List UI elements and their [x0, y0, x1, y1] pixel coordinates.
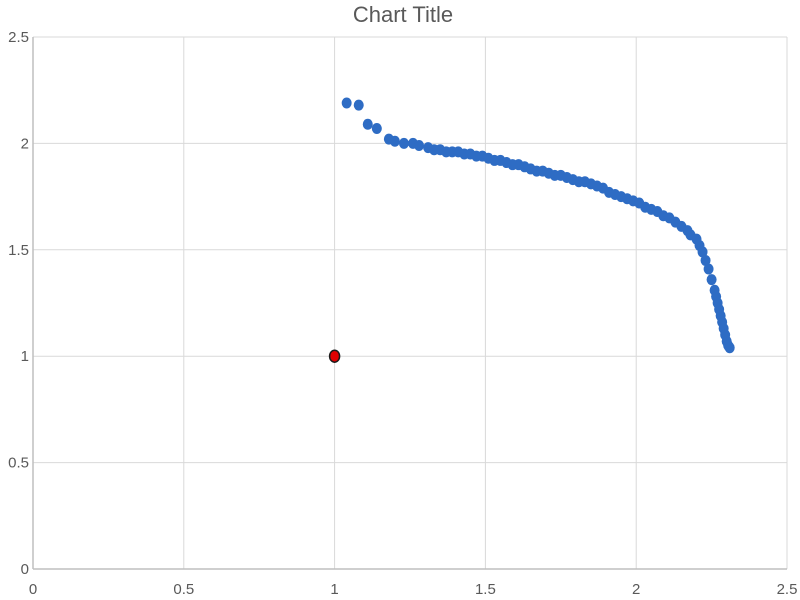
y-tick-label: 1.5 — [8, 242, 29, 259]
y-tick-label: 0.5 — [8, 455, 29, 472]
data-point — [398, 137, 409, 149]
x-tick-label: 2 — [632, 581, 640, 598]
x-axis-tick-labels: 0 0.5 1 1.5 2 2.5 — [29, 581, 798, 598]
data-point — [414, 140, 425, 152]
y-tick-label: 1 — [21, 348, 29, 365]
data-point — [706, 274, 717, 286]
data-point — [341, 97, 352, 109]
data-point — [389, 135, 400, 147]
x-tick-label: 1.5 — [475, 581, 496, 598]
data-point — [700, 254, 711, 266]
chart-title: Chart Title — [353, 2, 453, 27]
x-tick-label: 0 — [29, 581, 37, 598]
data-point — [371, 123, 382, 135]
data-point — [724, 342, 735, 354]
data-point — [703, 263, 714, 275]
axes — [32, 37, 787, 570]
data-point — [362, 118, 373, 130]
data-point — [697, 246, 708, 258]
y-tick-label: 2.5 — [8, 29, 29, 46]
data-points — [328, 97, 735, 363]
highlighted-data-point — [328, 349, 341, 363]
y-tick-label: 2 — [21, 135, 29, 152]
data-point — [353, 99, 364, 111]
y-axis-tick-labels: 0 0.5 1 1.5 2 2.5 — [8, 29, 29, 578]
y-tick-label: 0 — [21, 561, 29, 578]
x-tick-label: 1 — [330, 581, 338, 598]
x-tick-label: 0.5 — [173, 581, 194, 598]
grid-lines — [33, 36, 788, 569]
x-tick-label: 2.5 — [777, 581, 798, 598]
